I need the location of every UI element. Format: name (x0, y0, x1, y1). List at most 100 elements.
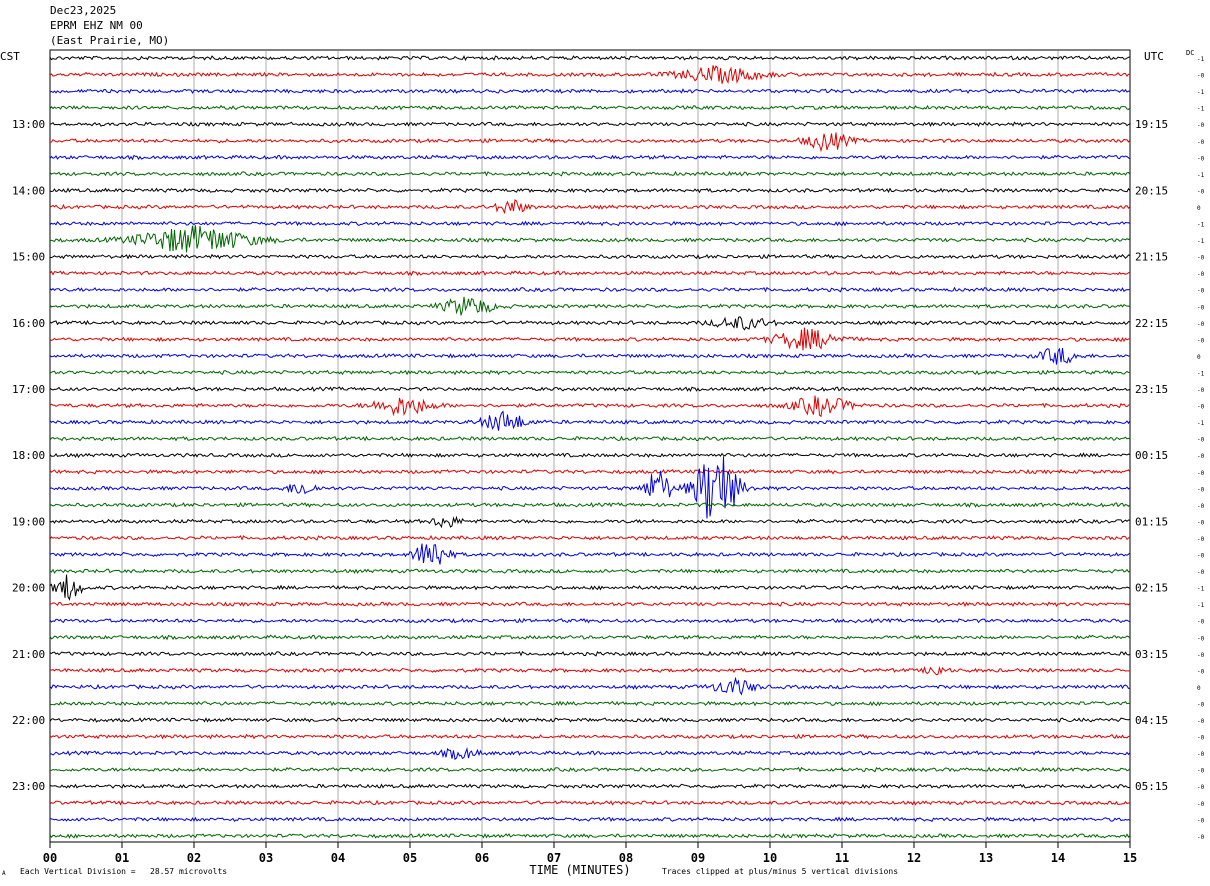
x-tick-label: 05 (403, 851, 417, 865)
trace-line (50, 601, 1131, 608)
dc-offset-label: -0 (1197, 453, 1205, 460)
trace-line (49, 833, 1131, 839)
dc-offset-label: -0 (1197, 304, 1205, 311)
seismic-traces (49, 55, 1131, 839)
dc-offset-label: -1 (1197, 370, 1205, 377)
dc-offset-label: -0 (1197, 470, 1205, 477)
trace-line (49, 253, 1131, 260)
left-hour-label: 18:00 (12, 449, 45, 462)
dc-offset-label: -0 (1197, 437, 1205, 444)
x-tick-label: 10 (763, 851, 777, 865)
trace-line (49, 327, 1130, 351)
right-timezone-label: UTC (1144, 50, 1164, 63)
trace-line (49, 65, 1130, 84)
dc-offset-label: -0 (1197, 404, 1205, 411)
trace-line (49, 816, 1131, 823)
right-hour-label: 22:15 (1135, 317, 1168, 330)
trace-line (49, 410, 1131, 431)
trace-line (49, 501, 1131, 508)
x-tick-label: 02 (187, 851, 201, 865)
trace-line (49, 121, 1131, 128)
trace-line (49, 747, 1131, 761)
right-hour-label: 00:15 (1135, 449, 1168, 462)
trace-line (49, 104, 1131, 111)
trace-line (49, 634, 1131, 641)
trace-line (49, 220, 1131, 227)
trace-line (49, 88, 1131, 95)
left-hour-label: 19:00 (12, 515, 45, 528)
trace-line (49, 132, 1131, 153)
dc-offset-label: -1 (1197, 602, 1205, 609)
dc-offset-label: -0 (1197, 635, 1205, 642)
trace-line (49, 676, 1130, 696)
trace-line (49, 766, 1131, 773)
plot-frame (49, 49, 1131, 843)
x-tick-label: 14 (1051, 851, 1065, 865)
dc-offset-label: -0 (1197, 321, 1205, 328)
dc-offset-label: -0 (1197, 553, 1205, 560)
dc-offset-label: -0 (1197, 569, 1205, 576)
corner-mark: A (2, 870, 6, 877)
dc-offset-label: -0 (1197, 73, 1205, 80)
dc-offset-label: -0 (1197, 288, 1205, 295)
left-hour-label: 13:00 (12, 118, 45, 131)
x-tick-label: 11 (835, 851, 849, 865)
trace-line (49, 316, 1131, 331)
trace-line (49, 452, 1131, 459)
right-hour-label: 04:15 (1135, 714, 1168, 727)
left-hour-label: 14:00 (12, 184, 45, 197)
right-hour-label: 20:15 (1135, 184, 1168, 197)
trace-line (49, 395, 1131, 418)
x-tick-label: 03 (259, 851, 273, 865)
dc-offset-label: -1 (1197, 238, 1205, 245)
dc-header-label: DC (1186, 49, 1195, 57)
dc-offset-label: -0 (1197, 652, 1205, 659)
trace-line (49, 154, 1131, 161)
vertical-division-note: Each Vertical Division = 28.57 microvolt… (20, 867, 228, 876)
trace-line (49, 568, 1131, 574)
trace-line (49, 296, 1131, 316)
dc-offset-label: -1 (1197, 172, 1205, 179)
x-axis-label: TIME (MINUTES) (529, 863, 630, 877)
dc-offset-label: 0 (1197, 685, 1201, 692)
dc-offset-label: -0 (1197, 751, 1205, 758)
right-hour-label: 01:15 (1135, 515, 1168, 528)
right-hour-label: 19:15 (1135, 118, 1168, 131)
dc-offset-label: -1 (1197, 420, 1205, 427)
dc-offset-label: -0 (1197, 768, 1205, 775)
right-hour-label: 23:15 (1135, 383, 1168, 396)
dc-offset-label: -1 (1197, 106, 1205, 113)
dc-offset-label: -0 (1197, 387, 1205, 394)
dc-offset-label: -0 (1197, 718, 1205, 725)
trace-line (49, 187, 1131, 194)
dc-offset-label: 0 (1197, 354, 1201, 361)
trace-line (49, 55, 1131, 62)
trace-line (49, 270, 1131, 277)
trace-line (49, 199, 1131, 215)
right-hour-label: 05:15 (1135, 780, 1168, 793)
dc-offset-label: -0 (1197, 139, 1205, 146)
right-hour-label: 03:15 (1135, 648, 1168, 661)
x-tick-label: 15 (1123, 851, 1137, 865)
dc-offset-label: -0 (1197, 122, 1205, 129)
trace-line (49, 225, 1131, 253)
trace-line (49, 543, 1131, 565)
dc-offset-label: -1 (1197, 586, 1205, 593)
left-timezone-label: CST (0, 50, 20, 63)
right-hour-label: 02:15 (1135, 582, 1168, 595)
x-tick-label: 01 (115, 851, 129, 865)
dc-offset-label: -0 (1197, 619, 1205, 626)
dc-offset-label: -0 (1197, 188, 1205, 195)
dc-offset-label: -0 (1197, 801, 1205, 808)
trace-line (49, 799, 1131, 806)
left-hour-label: 20:00 (12, 582, 45, 595)
x-tick-label: 07 (547, 851, 561, 865)
header-location: (East Prairie, MO) (50, 34, 170, 47)
trace-line (49, 170, 1131, 177)
trace-line (49, 700, 1131, 707)
left-hour-label: 21:00 (12, 648, 45, 661)
trace-line (49, 286, 1131, 293)
clip-note: Traces clipped at plus/minus 5 vertical … (662, 867, 899, 876)
